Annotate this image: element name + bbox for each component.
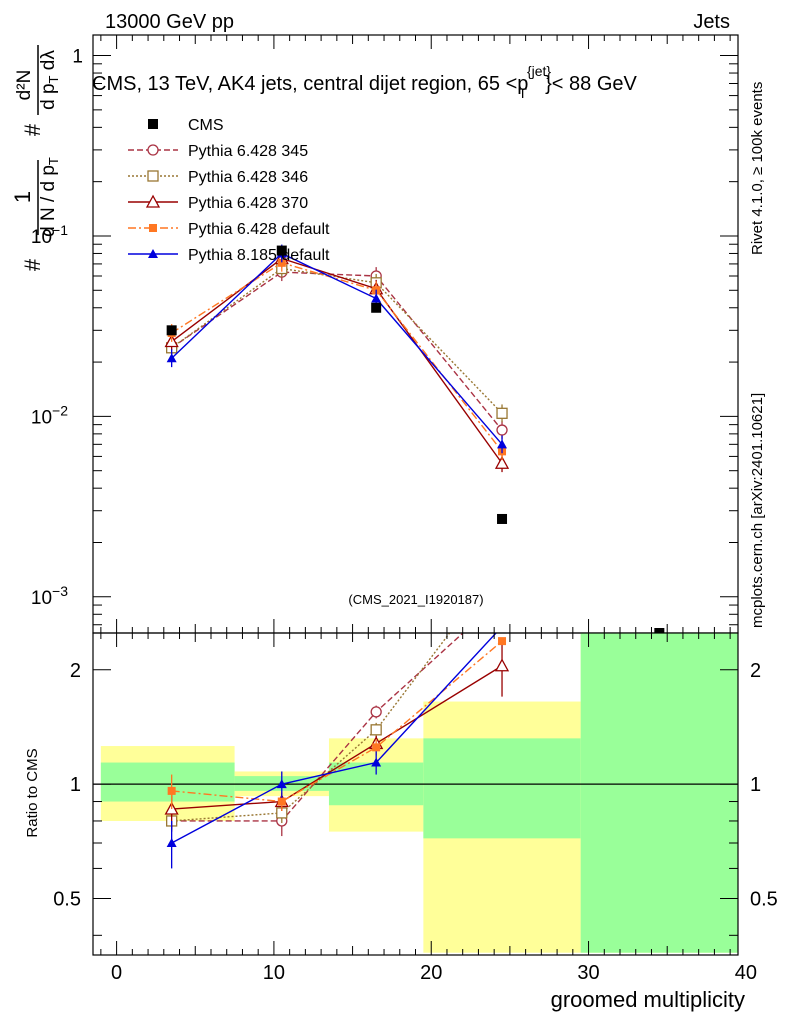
- ratio-series-line: [171, 633, 465, 822]
- marker: [494, 455, 510, 469]
- ratio-y-tick-label: 0.5: [53, 889, 81, 911]
- ratio-band-green: [423, 738, 581, 839]
- marker: [370, 706, 382, 718]
- marker: [497, 513, 508, 524]
- ratio-y-tick-label-right: 2: [750, 660, 761, 682]
- ratio-plot-content: [93, 633, 738, 953]
- rivet-label: Rivet 4.1.0, ≥ 100k events: [749, 82, 766, 255]
- marker: [277, 258, 286, 267]
- series-line: [171, 271, 503, 431]
- ratio-y-tick-label-right: 0.5: [750, 889, 778, 911]
- marker: [148, 249, 158, 258]
- ratio-plot-panel: 0 10 20 30 40 0.5 0.5 1 1 2 2: [53, 632, 778, 984]
- ratio-series-line: [171, 633, 497, 844]
- marker: [494, 658, 510, 672]
- marker: [372, 743, 381, 752]
- plot-title: CMS, 13 TeV, AK4 jets, central dijet reg…: [92, 63, 637, 101]
- ratio-band-green: [100, 762, 235, 802]
- marker: [147, 170, 159, 182]
- main-y-axis-label: # 1 d N / d pT # d²N d pT dλ: [10, 45, 61, 271]
- legend-label: Pythia 6.428 346: [188, 169, 308, 186]
- svg-text:d N / d pT: d N / d pT: [38, 157, 61, 237]
- svg-text:1: 1: [10, 191, 35, 203]
- ratio-plot-axes: 0 10 20 30 40 0.5 0.5 1 1 2 2: [53, 633, 778, 984]
- marker: [370, 724, 382, 736]
- main-plot-content: [164, 244, 665, 633]
- ratio-band-green: [580, 633, 738, 953]
- svg-text:d²N: d²N: [14, 70, 35, 101]
- marker: [149, 224, 157, 232]
- marker: [167, 786, 176, 795]
- energy-label: 13000 GeV pp: [105, 11, 234, 33]
- legend-label: Pythia 8.185 default: [188, 247, 330, 264]
- x-tick-label: 30: [577, 962, 599, 984]
- marker: [654, 628, 665, 633]
- ratio-y-tick-label-right: 1: [750, 774, 761, 796]
- series-line: [171, 257, 503, 464]
- marker: [145, 194, 161, 208]
- ratio-series-line: [171, 640, 503, 803]
- marker: [498, 637, 507, 646]
- marker: [276, 779, 287, 789]
- x-tick-label: 40: [735, 962, 757, 984]
- marker: [497, 439, 508, 449]
- x-tick-label: 0: [111, 962, 122, 984]
- x-tick-label: 10: [263, 962, 285, 984]
- svg-text:d pT dλ: d pT dλ: [38, 50, 61, 110]
- series-line: [171, 267, 503, 414]
- svg-text:#: #: [20, 258, 45, 271]
- series-line: [171, 252, 503, 445]
- marker: [147, 144, 159, 156]
- marker: [148, 119, 158, 129]
- marker: [166, 353, 177, 363]
- ratio-y-tick-label: 1: [70, 774, 81, 796]
- legend-label: Pythia 6.428 default: [188, 221, 330, 238]
- ratio-y-axis-label: Ratio to CMS: [24, 748, 41, 837]
- mcplots-label: mcplots.cern.ch [arXiv:2401.10621]: [749, 393, 766, 628]
- marker: [166, 837, 177, 847]
- x-tick-label: 20: [420, 962, 442, 984]
- main-plot-axes: 110−110−210−3: [31, 35, 738, 633]
- marker: [496, 424, 508, 436]
- marker: [276, 245, 287, 256]
- marker: [371, 302, 382, 313]
- y-tick-label: 1: [72, 47, 83, 68]
- y-tick-label: 10−2: [31, 402, 68, 428]
- legend-label: CMS: [188, 117, 224, 134]
- marker: [277, 797, 286, 806]
- ratio-y-tick-label: 2: [70, 660, 81, 682]
- ratio-series-line: [171, 665, 503, 810]
- marker: [371, 293, 382, 303]
- ratio-series-line: [171, 633, 451, 822]
- marker: [496, 407, 508, 419]
- x-axis-label: groomed multiplicity: [551, 987, 745, 1012]
- y-tick-label: 10−3: [31, 583, 68, 609]
- legend-label: Pythia 6.428 345: [188, 143, 308, 160]
- jets-label: Jets: [693, 11, 730, 33]
- svg-text:#: #: [20, 123, 45, 136]
- marker: [166, 325, 177, 336]
- legend: CMS Pythia 6.428 345 Pythia 6.428 346 Pythi…: [128, 117, 330, 264]
- series-line: [171, 262, 503, 452]
- marker: [371, 757, 382, 767]
- legend-label: Pythia 6.428 370: [188, 195, 308, 212]
- analysis-id-label: (CMS_2021_I1920187): [348, 592, 483, 607]
